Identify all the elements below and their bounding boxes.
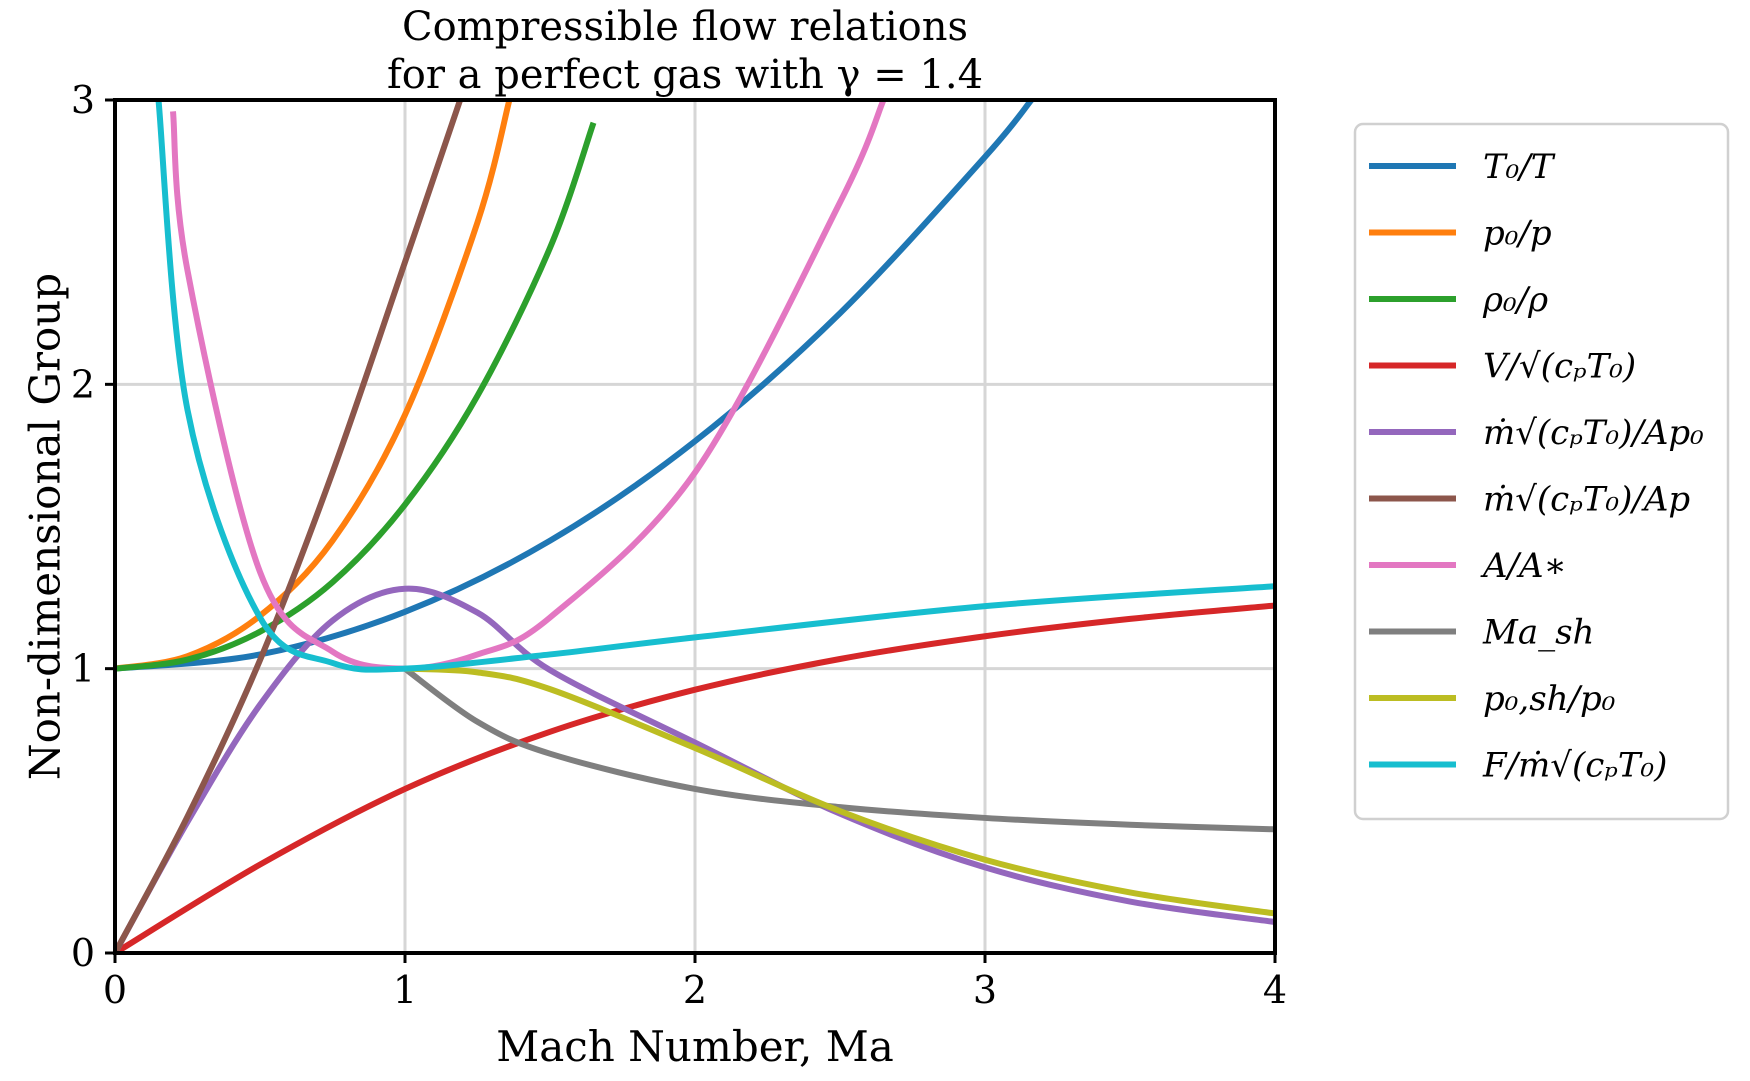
- series-line-4: [115, 602, 1275, 953]
- legend-label-6: ṁ√(cₚT₀)/Ap: [1483, 480, 1690, 520]
- chart-title-line-1: Compressible flow relations: [402, 4, 968, 50]
- legend-label-2: p₀/p: [1483, 214, 1552, 254]
- series-line-9: [404, 665, 1275, 917]
- y-tick-label: 2: [71, 362, 95, 406]
- x-tick-label: 3: [973, 968, 997, 1012]
- x-tick-label: 0: [103, 968, 127, 1012]
- x-axis-label: Mach Number, Ma: [496, 1022, 894, 1071]
- series-line-5: [115, 585, 1275, 953]
- x-tick-label: 4: [1263, 968, 1287, 1012]
- series-lines: [115, 100, 1275, 953]
- axis-ticks: 0 1 2 3 4 0 1 2 3: [71, 78, 1287, 1012]
- legend-items: T₀/T p₀/p ρ₀/ρ V/√(cₚT₀) ṁ√(cₚT₀)/Ap₀ ṁ√(cₚT₀…: [1369, 147, 1704, 786]
- legend-label-1: T₀/T: [1483, 147, 1556, 187]
- series-line-10: [155, 100, 1275, 673]
- legend: T₀/T p₀/p ρ₀/ρ V/√(cₚT₀) ṁ√(cₚT₀)/Ap₀ ṁ√(cₚT₀…: [1353, 122, 1730, 821]
- series-line-1: [115, 100, 1034, 672]
- legend-label-9: p₀,sh/p₀: [1483, 679, 1616, 719]
- x-tick-label: 1: [393, 968, 417, 1012]
- series-line-8: [403, 666, 1275, 833]
- legend-label-7: A/A∗: [1480, 546, 1567, 586]
- x-tick-label: 2: [683, 968, 707, 1012]
- legend-label-3: ρ₀/ρ: [1482, 280, 1548, 320]
- legend-label-4: V/√(cₚT₀): [1483, 347, 1636, 387]
- series-line-6: [115, 100, 463, 953]
- chart-title-line-2: for a perfect gas with γ = 1.4: [387, 52, 983, 98]
- series-line-2: [115, 100, 513, 672]
- legend-label-5: ṁ√(cₚT₀)/Ap₀: [1483, 413, 1704, 453]
- y-tick-label: 0: [71, 931, 95, 975]
- legend-label-8: Ma_sh: [1482, 613, 1594, 653]
- series-line-3: [115, 121, 597, 672]
- legend-label-10: F/ṁ√(cₚT₀): [1482, 746, 1667, 786]
- y-tick-label: 3: [71, 78, 95, 122]
- y-tick-label: 1: [71, 647, 95, 691]
- y-axis-label: Non-dimensional Group: [21, 273, 70, 780]
